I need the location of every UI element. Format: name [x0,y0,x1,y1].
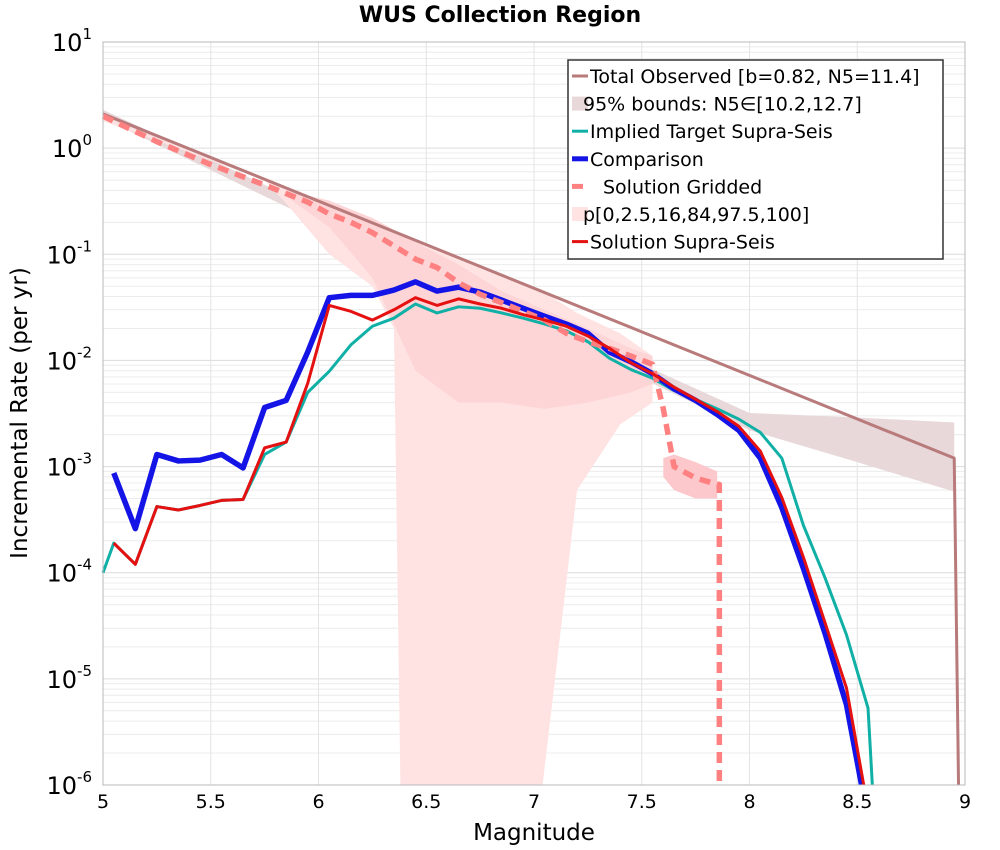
series-total-observed-b-0-82-n5-11-4 [102,112,961,786]
y-tick-exponent: -2 [77,343,92,361]
series-comparison [111,279,865,786]
plot-frame [102,41,966,786]
legend-comparison-label: Comparison [590,149,704,171]
x-tick-label: 5.5 [196,791,226,813]
legend-box [567,59,944,260]
x-tick-label: 5 [97,791,109,813]
x-tick-label: 7.5 [627,791,657,813]
series-solution-supra-seis [112,296,866,786]
x-tick-label: 6.5 [411,791,441,813]
y-tick-exponent: 1 [82,25,92,43]
legend-95-bounds-n5-10-2-12-7-label: 95% bounds: N5∈[10.2,12.7] [583,94,862,116]
y-tick-exponent: -3 [77,450,92,468]
legend-implied-target-supra-seis-label: Implied Target Supra-Seis [590,121,833,143]
legend-total-observed-b-0-82-n5-11-4-label: Total Observed [b=0.82, N5=11.4] [589,66,920,88]
x-axis-label: Magnitude [473,820,595,846]
band-95-bounds-n5-10-2-12-7 [103,109,955,492]
band-p-inner [286,190,653,409]
x-tick-label: 6 [312,791,324,813]
legend: Total Observed [b=0.82, N5=11.4] 95% boun… [567,59,944,260]
legend-95-bounds-n5-10-2-12-7-swatch [572,96,588,111]
y-tick-exponent: -6 [77,768,92,786]
line-layer [101,112,961,786]
series-solution-gridded [101,113,723,785]
y-tick-exponent: -4 [77,556,92,574]
legend-p-0-2-5-16-84-97-5-100-label: p[0,2.5,16,84,97.5,100] [583,204,809,226]
legend-solution-gridded-label: Solution Gridded [603,176,762,198]
x-tick-label: 9 [959,791,971,813]
y-tick-exponent: -5 [77,662,92,680]
legend-solution-supra-seis-label: Solution Supra-Seis [590,232,775,254]
x-tick-label: 7 [528,791,540,813]
band-p-0-2-5-16-84-97-5-100 [103,116,653,785]
y-axis-label: Incremental Rate (per yr) [7,267,33,559]
x-tick-label: 8.5 [842,791,872,813]
legend-p-0-2-5-16-84-97-5-100-swatch [572,207,588,221]
chart-title: WUS Collection Region [359,3,641,28]
x-tick-label: 8 [743,791,755,813]
y-tick-label: 10-3 [46,450,92,482]
y-tick-exponent: 0 [82,131,92,149]
x-axis-ticks: 5 5.5 6 6.5 7 7.5 8 8.5 9 [97,791,971,813]
y-tick-exponent: -1 [77,237,92,255]
